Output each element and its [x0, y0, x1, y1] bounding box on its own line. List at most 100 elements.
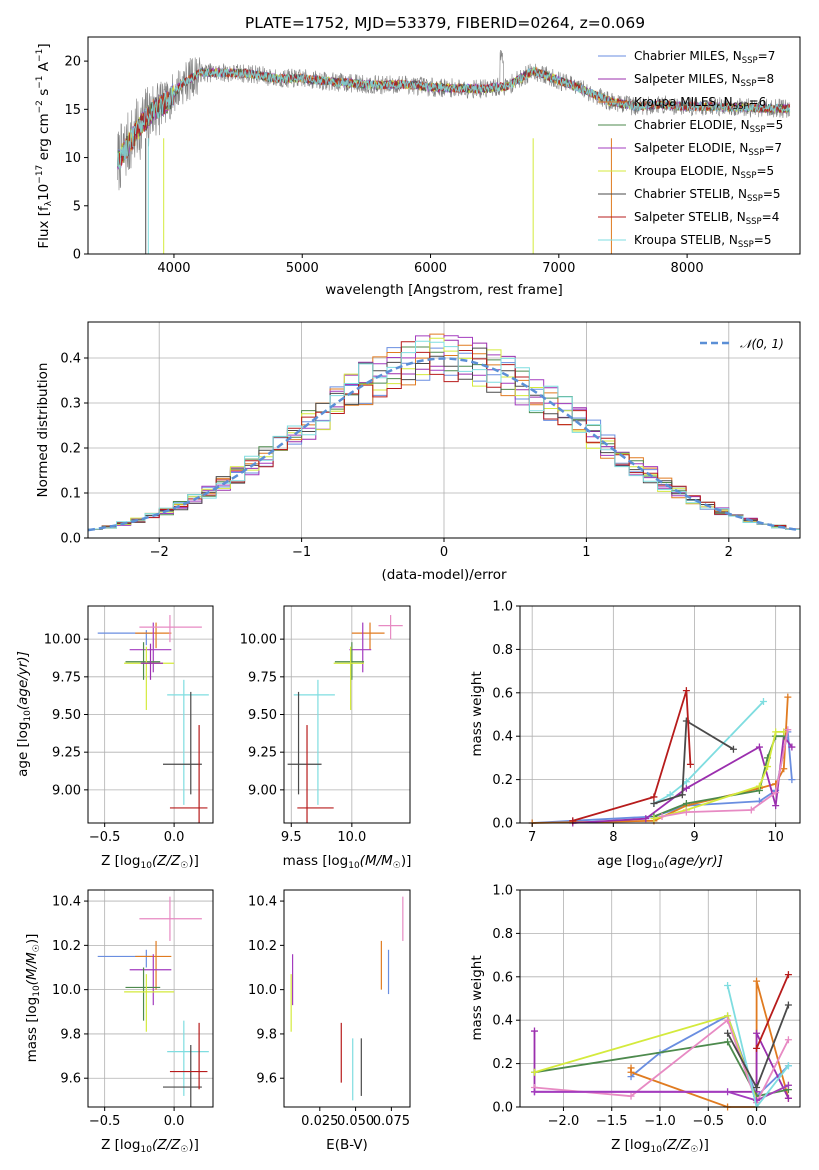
y-tick-label: 9.8: [60, 1027, 81, 1042]
plus-marker: [772, 802, 780, 810]
error-bar-point: [163, 691, 202, 795]
y-tick-label: 9.75: [248, 670, 277, 685]
legend-entry-5: Kroupa ELODIE, NSSP=5: [598, 164, 774, 181]
xlabel-metallicity: Z [log10(Z/Z☉)]: [101, 1137, 199, 1155]
x-tick-label: −2.0: [548, 1114, 580, 1129]
spectrum-lines: [117, 49, 791, 254]
x-tick-label: 0.0: [746, 1114, 767, 1129]
series-line: [653, 719, 734, 805]
plus-marker: [650, 793, 658, 801]
xlabel-age: age [log10(age/yr)]: [597, 853, 723, 871]
error-bar-point: [125, 967, 161, 1021]
plus-marker: [682, 784, 690, 792]
histogram-legend: 𝒩(0, 1): [700, 337, 784, 351]
plus-marker: [682, 687, 690, 695]
plus-marker: [788, 743, 796, 751]
y-tick-label: 10.00: [44, 633, 81, 648]
error-bar-point: [293, 679, 335, 805]
plus-marker: [784, 1081, 792, 1089]
x-tick-label: −0.5: [89, 1114, 121, 1129]
y-tick-label: 10.0: [248, 983, 277, 998]
legend-label: Kroupa ELODIE, NSSP=5: [634, 164, 774, 181]
model-spectrum: [117, 66, 791, 170]
spectrum-ylabel: Flux [fλ10−17 erg cm−2 s−1 A−1]: [35, 43, 54, 248]
error-bar-point: [129, 954, 172, 1006]
y-tick-label: 9.00: [248, 783, 277, 798]
plus-marker: [724, 1029, 732, 1037]
plus-marker: [784, 1001, 792, 1009]
mass-weight-series: [650, 717, 737, 807]
error-bar-point: [169, 725, 208, 823]
y-tick-label: 0.2: [60, 442, 81, 457]
plus-marker: [753, 1029, 761, 1037]
plus-marker: [642, 815, 650, 823]
x-tick-label: 0.075: [373, 1114, 410, 1129]
y-tick-label: 9.25: [52, 746, 81, 761]
x-tick-label: 9: [690, 830, 698, 845]
x-tick-label: 7: [528, 830, 536, 845]
mass-vs-metallicity-panel: −0.5 0.0 9.6 9.8 10.0 10.2 10.4 Z [log10(Z/Z☉)…: [24, 889, 214, 1155]
legend-label: Chabrier MILES, NSSP=7: [634, 49, 775, 66]
error-bar-point: [169, 1022, 208, 1090]
error-bar-point: [378, 615, 403, 640]
ylabel-age: age [log10(age/yr)]: [15, 651, 33, 777]
error-bar-point: [297, 725, 334, 823]
legend-entry-6: Chabrier STELIB, NSSP=5: [598, 187, 781, 204]
residual-histogram-panel: −2 −1 0 1 2 0.0 0.1 0.2 0.3 0.4 (data-model)/err…: [35, 321, 801, 583]
legend-label: Salpeter ELODIE, NSSP=7: [634, 141, 782, 158]
plus-marker: [755, 743, 763, 751]
plus-marker: [764, 763, 772, 771]
y-tick-label: 10.00: [240, 633, 277, 648]
plus-marker: [747, 806, 755, 814]
plus-marker: [682, 799, 690, 807]
y-tick-label: 0.4: [492, 730, 513, 745]
plus-marker: [678, 791, 686, 799]
legend-entry-2: Kroupa MILES, NSSP=6: [598, 95, 766, 112]
plus-marker: [724, 1016, 732, 1024]
x-tick-label: 4000: [157, 261, 190, 276]
spectrum-axes-frame: [87, 36, 801, 255]
plus-marker: [658, 812, 666, 820]
x-tick-label: 2: [725, 545, 733, 560]
error-bar-point: [333, 646, 364, 710]
plus-marker: [788, 776, 796, 784]
y-tick-label: 0.6: [492, 686, 513, 701]
xlabel-metallicity: Z [log10(Z/Z☉)]: [101, 853, 199, 871]
y-tick-label: 0: [73, 248, 81, 263]
plus-marker: [729, 745, 737, 753]
mass-weight-series: [569, 687, 694, 825]
ylabel-mass-weight: mass weight: [469, 671, 485, 756]
plus-marker: [753, 1083, 761, 1091]
xlabel-mass: mass [log10(M/M☉)]: [283, 853, 412, 871]
x-tick-label: 7000: [542, 261, 575, 276]
x-tick-label: 0.0: [164, 1114, 185, 1129]
x-tick-label: −1.0: [644, 1114, 676, 1129]
y-tick-label: 1.0: [492, 600, 513, 615]
plus-marker: [724, 1088, 732, 1096]
x-tick-label: −0.5: [89, 830, 121, 845]
plus-marker: [686, 760, 694, 768]
error-bar-point: [167, 679, 209, 805]
y-tick-label: 10.4: [248, 895, 277, 910]
y-tick-label: 10.2: [52, 939, 81, 954]
axes-frame: [283, 889, 411, 1108]
y-tick-label: 10.2: [248, 939, 277, 954]
y-tick-label: 9.6: [60, 1072, 81, 1087]
histogram-ylabel: Normed distribution: [35, 363, 51, 498]
plus-marker: [780, 765, 788, 773]
x-tick-label: 5000: [286, 261, 319, 276]
mass-weight-vs-age-panel: 7 8 9 10 0.0 0.2 0.4 0.6 0.8 1.0 age [log10(age/y…: [469, 600, 801, 871]
legend-entry-0: Chabrier MILES, NSSP=7: [598, 49, 775, 66]
y-tick-label: 9.8: [256, 1027, 277, 1042]
spectrum-panel: PLATE=1752, MJD=53379, FIBERID=0264, z=0…: [35, 14, 801, 298]
plus-marker: [784, 971, 792, 979]
plus-marker: [784, 1036, 792, 1044]
y-tick-label: 9.50: [248, 708, 277, 723]
y-tick-label: 15: [64, 103, 81, 118]
y-tick-label: 0.0: [492, 1101, 513, 1116]
xlabel-ebv: E(B-V): [326, 1137, 368, 1153]
plus-marker: [650, 799, 658, 807]
legend-label: Salpeter MILES, NSSP=8: [634, 72, 774, 89]
legend-entry-4: Salpeter ELODIE, NSSP=7: [598, 141, 782, 158]
error-bar-point: [334, 642, 364, 680]
